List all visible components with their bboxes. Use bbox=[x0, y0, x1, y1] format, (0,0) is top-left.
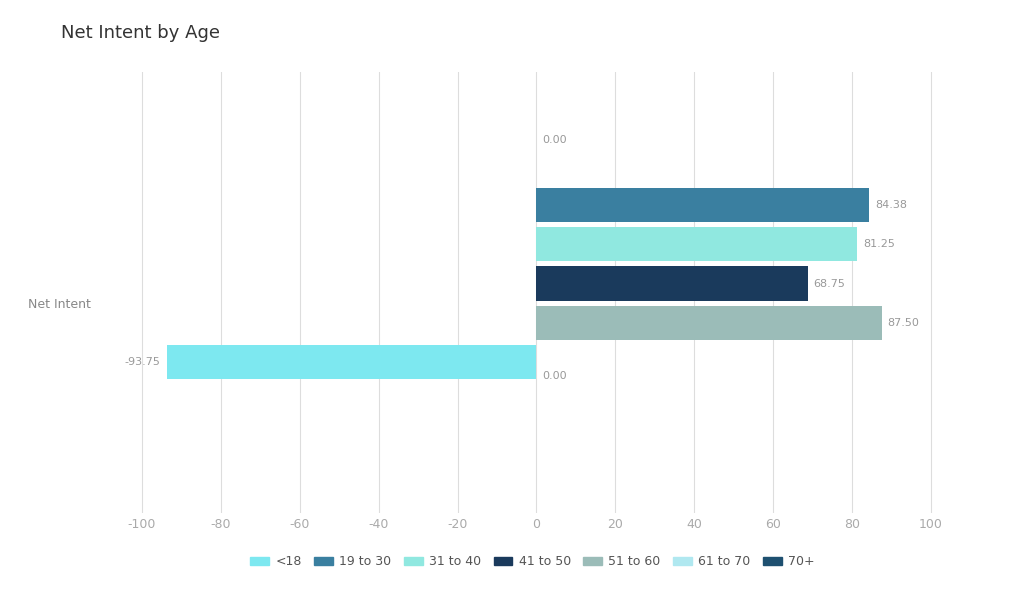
Bar bbox=[537, 266, 808, 301]
Text: 84.38: 84.38 bbox=[876, 200, 907, 210]
Text: 68.75: 68.75 bbox=[814, 278, 846, 289]
Bar bbox=[537, 227, 857, 262]
Text: 0.00: 0.00 bbox=[543, 371, 567, 381]
Bar bbox=[537, 306, 882, 340]
Legend: <18, 19 to 30, 31 to 40, 41 to 50, 51 to 60, 61 to 70, 70+: <18, 19 to 30, 31 to 40, 41 to 50, 51 to… bbox=[246, 550, 819, 573]
Bar bbox=[167, 345, 537, 379]
Text: Net Intent by Age: Net Intent by Age bbox=[61, 24, 220, 42]
Text: 0.00: 0.00 bbox=[543, 135, 567, 145]
Text: -93.75: -93.75 bbox=[125, 357, 161, 367]
Text: 81.25: 81.25 bbox=[863, 239, 895, 249]
Bar bbox=[537, 188, 869, 222]
Text: 87.50: 87.50 bbox=[888, 318, 920, 328]
